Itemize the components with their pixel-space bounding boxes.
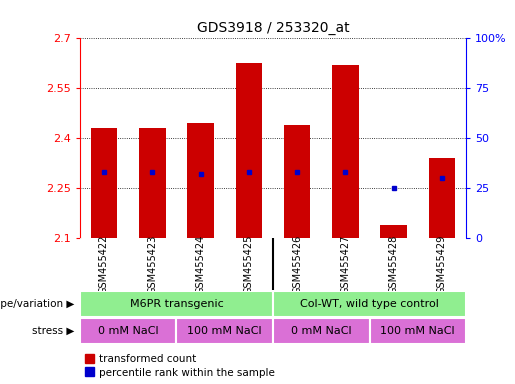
Text: 0 mM NaCl: 0 mM NaCl: [291, 326, 352, 336]
Bar: [235, 63, 262, 238]
Text: GSM455428: GSM455428: [389, 234, 399, 294]
Text: GSM455426: GSM455426: [292, 234, 302, 294]
Text: GSM455425: GSM455425: [244, 234, 254, 294]
Bar: [381, 225, 407, 238]
Text: percentile rank within the sample: percentile rank within the sample: [99, 368, 276, 378]
Text: 0 mM NaCl: 0 mM NaCl: [98, 326, 159, 336]
Text: genotype/variation ▶: genotype/variation ▶: [0, 299, 75, 309]
Bar: [176, 318, 273, 344]
Text: GSM455423: GSM455423: [147, 234, 157, 294]
Text: M6PR transgenic: M6PR transgenic: [129, 299, 224, 309]
Text: transformed count: transformed count: [99, 354, 197, 364]
Text: GSM455422: GSM455422: [99, 234, 109, 294]
Bar: [187, 123, 214, 238]
Text: Col-WT, wild type control: Col-WT, wild type control: [300, 299, 439, 309]
Title: GDS3918 / 253320_at: GDS3918 / 253320_at: [197, 21, 349, 35]
Text: GSM455427: GSM455427: [340, 234, 350, 294]
Bar: [332, 65, 358, 238]
Bar: [80, 291, 273, 317]
Bar: [80, 318, 176, 344]
Bar: [428, 158, 455, 238]
Bar: [284, 125, 311, 238]
Bar: [369, 318, 466, 344]
Bar: [139, 128, 165, 238]
Bar: [273, 318, 369, 344]
Text: 100 mM NaCl: 100 mM NaCl: [381, 326, 455, 336]
Text: 100 mM NaCl: 100 mM NaCl: [187, 326, 262, 336]
Bar: [91, 128, 117, 238]
Text: GSM455429: GSM455429: [437, 234, 447, 294]
Text: GSM455424: GSM455424: [196, 234, 205, 294]
Bar: [273, 291, 466, 317]
Text: stress ▶: stress ▶: [32, 326, 75, 336]
